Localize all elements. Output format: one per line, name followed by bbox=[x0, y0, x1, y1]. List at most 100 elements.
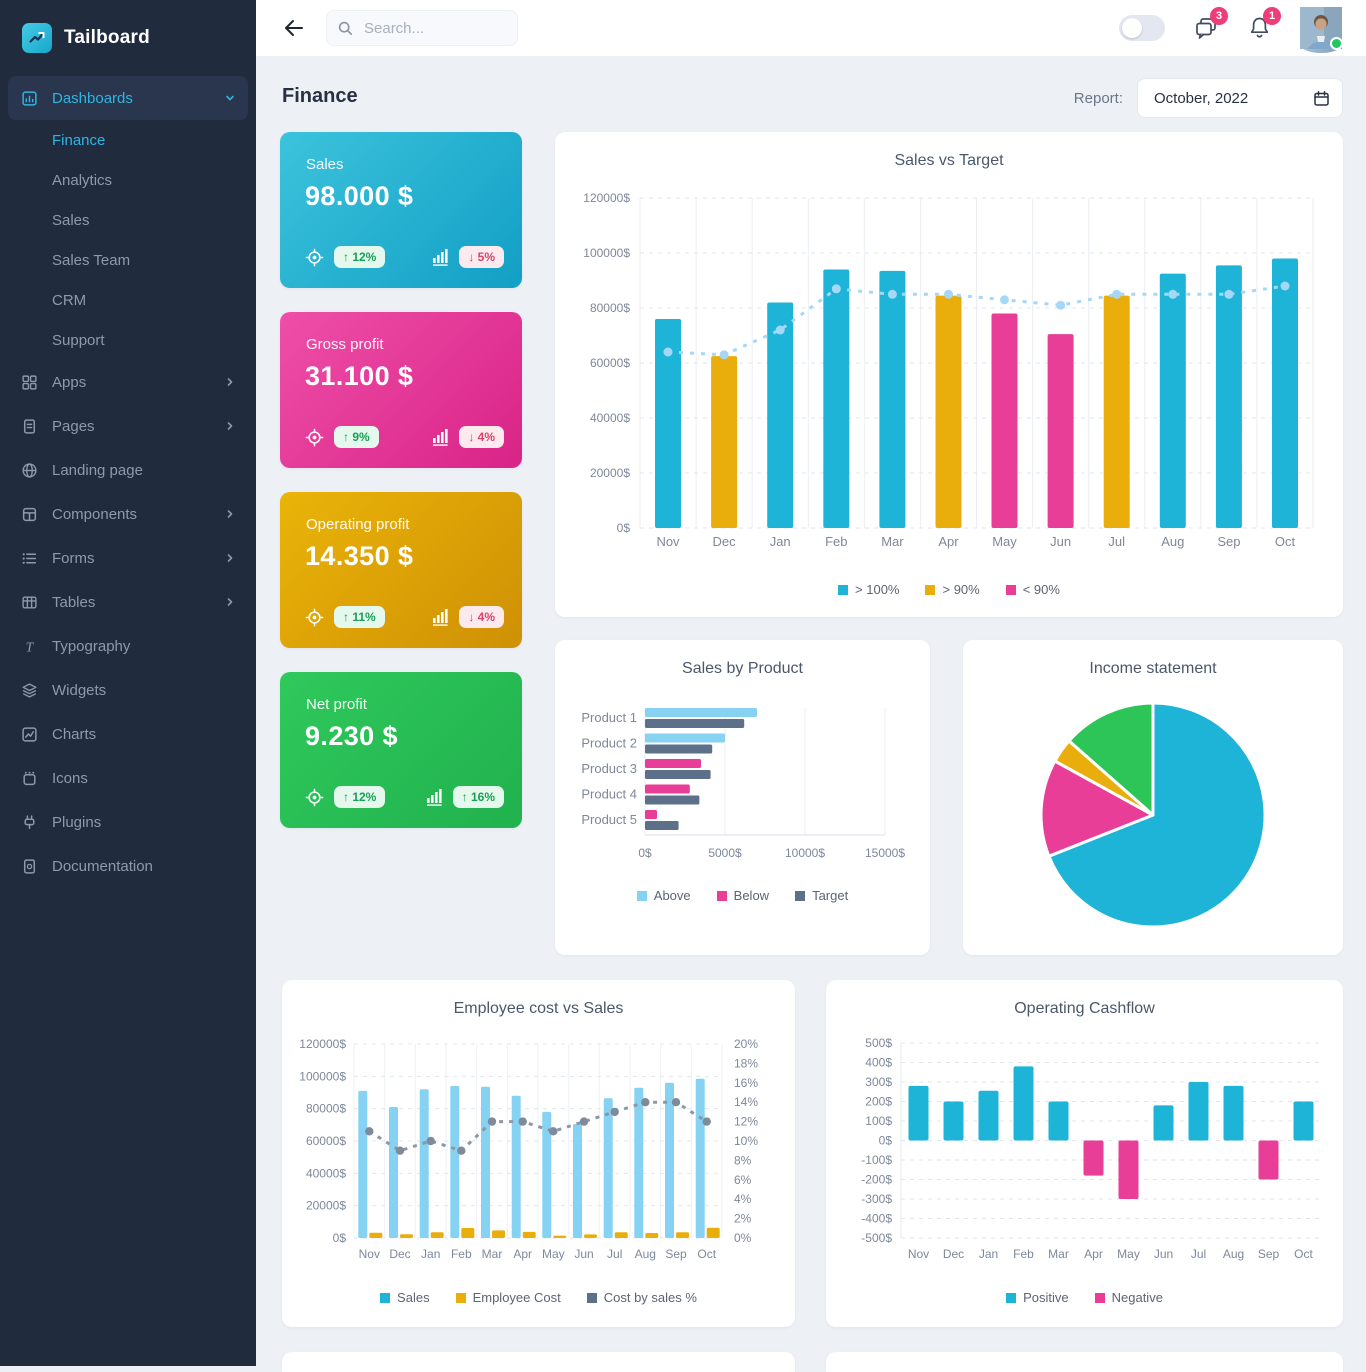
kpi-metric-group: ↑ 11% bbox=[304, 606, 385, 628]
sidebar-item-charts[interactable]: Charts bbox=[8, 712, 248, 756]
sidebar-item-typography[interactable]: T Typography bbox=[8, 624, 248, 668]
income-statement-card: Income statement bbox=[963, 640, 1343, 955]
sidebar-item-components[interactable]: Components bbox=[8, 492, 248, 536]
brand-logo-icon bbox=[22, 23, 52, 53]
svg-text:8%: 8% bbox=[734, 1153, 752, 1167]
toggle-knob bbox=[1122, 18, 1142, 38]
theme-toggle[interactable] bbox=[1119, 15, 1165, 41]
svg-text:-100$: -100$ bbox=[861, 1153, 892, 1167]
icons-icon bbox=[20, 769, 38, 787]
online-status-dot bbox=[1330, 37, 1343, 50]
user-avatar[interactable] bbox=[1300, 7, 1343, 53]
sidebar-item-analytics[interactable]: Analytics bbox=[8, 160, 248, 200]
legend-item-employee-cost[interactable]: Employee Cost bbox=[455, 1290, 561, 1305]
chevron-right-icon bbox=[224, 420, 236, 432]
kpi-card-sales: Sales 98.000 $ ↑ 12% ↓ 5% bbox=[280, 132, 522, 288]
sidebar-item-label: CRM bbox=[52, 291, 87, 309]
employee-cost-vs-sales-chart[interactable]: 0$ 20000$ 40000$ 60000$ 80000$ 100000$ 120000$… bbox=[282, 1020, 795, 1270]
legend-item-below[interactable]: Below bbox=[716, 888, 769, 903]
svg-text:-200$: -200$ bbox=[861, 1173, 892, 1187]
sidebar-item-label: Sales bbox=[52, 211, 90, 229]
legend-item-positive[interactable]: Positive bbox=[1006, 1290, 1069, 1305]
notifications-button[interactable]: 1 bbox=[1247, 7, 1281, 41]
bar-chart-icon bbox=[430, 427, 450, 447]
search-icon bbox=[337, 20, 354, 37]
sidebar-item-label: Pages bbox=[52, 417, 95, 435]
svg-text:Oct: Oct bbox=[697, 1247, 716, 1261]
chevron-right-icon bbox=[224, 552, 236, 564]
messages-button[interactable]: 3 bbox=[1193, 7, 1228, 41]
svg-text:Apr: Apr bbox=[938, 534, 959, 549]
svg-text:120000$: 120000$ bbox=[299, 1037, 346, 1051]
svg-text:Apr: Apr bbox=[1084, 1247, 1103, 1261]
search-input[interactable] bbox=[362, 18, 507, 38]
svg-text:10%: 10% bbox=[734, 1134, 758, 1148]
sidebar-item-documentation[interactable]: Documentation bbox=[8, 844, 248, 888]
brand-logo[interactable]: Tailboard bbox=[0, 0, 256, 76]
sidebar-item-finance[interactable]: Finance bbox=[8, 120, 248, 160]
kpi-metric-group: ↓ 4% bbox=[430, 606, 504, 628]
svg-text:May: May bbox=[542, 1247, 565, 1261]
sidebar-item-landing-page[interactable]: Landing page bbox=[8, 448, 248, 492]
report-date-input[interactable]: October, 2022 bbox=[1137, 78, 1343, 118]
kpi-card-net-profit: Net profit 9.230 $ ↑ 12% ↑ 16% bbox=[280, 672, 522, 828]
next-card-partial bbox=[282, 1352, 795, 1372]
legend-item-target[interactable]: Target bbox=[795, 888, 848, 903]
svg-text:Jun: Jun bbox=[1050, 534, 1071, 549]
sidebar-item-forms[interactable]: Forms bbox=[8, 536, 248, 580]
legend-item--90-[interactable]: < 90% bbox=[1005, 582, 1060, 597]
sidebar-item-label: Typography bbox=[52, 637, 131, 655]
legend-item-negative[interactable]: Negative bbox=[1094, 1290, 1163, 1305]
sidebar-item-dashboards[interactable]: Dashboards bbox=[8, 76, 248, 120]
legend-item-above[interactable]: Above bbox=[636, 888, 691, 903]
svg-text:May: May bbox=[1117, 1247, 1140, 1261]
widgets-icon bbox=[20, 681, 38, 699]
back-button[interactable] bbox=[282, 16, 306, 40]
svg-text:20%: 20% bbox=[734, 1037, 758, 1051]
sidebar-item-label: Forms bbox=[52, 549, 95, 567]
kpi-metric-group: ↓ 5% bbox=[430, 246, 504, 268]
svg-text:0%: 0% bbox=[734, 1231, 752, 1245]
sidebar-item-sales-team[interactable]: Sales Team bbox=[8, 240, 248, 280]
operating-cashflow-chart[interactable]: -500$ -400$ -300$ -200$ -100$ 0$ 100$ 200$ 300$ 4… bbox=[826, 1020, 1343, 1270]
sales-vs-target-chart[interactable]: 0$ 20000$ 40000$ 60000$ 80000$ 100000$ 120000$… bbox=[555, 172, 1343, 554]
sidebar-submenu: Finance Analytics Sales Sales Team CRM Suppor… bbox=[0, 120, 256, 360]
legend-item-cost-by-sales-[interactable]: Cost by sales % bbox=[586, 1290, 697, 1305]
sidebar-item-support[interactable]: Support bbox=[8, 320, 248, 360]
svg-text:14%: 14% bbox=[734, 1095, 758, 1109]
sidebar-item-icons[interactable]: Icons bbox=[8, 756, 248, 800]
chart-title: Sales by Product bbox=[682, 660, 803, 677]
sidebar-item-plugins[interactable]: Plugins bbox=[8, 800, 248, 844]
kpi-value: 98.000 $ bbox=[305, 181, 414, 211]
svg-text:Dec: Dec bbox=[389, 1247, 410, 1261]
income-statement-chart[interactable] bbox=[963, 680, 1343, 955]
legend-item--90-[interactable]: > 90% bbox=[925, 582, 980, 597]
apps-icon bbox=[20, 373, 38, 391]
svg-text:Nov: Nov bbox=[908, 1247, 929, 1261]
sidebar-item-sales[interactable]: Sales bbox=[8, 200, 248, 240]
legend-swatch bbox=[1094, 1292, 1105, 1303]
sales-by-product-chart[interactable]: 0$ 5000$ 10000$ 15000$ Product 1 Product 2 Pro… bbox=[555, 680, 930, 880]
svg-text:15000$: 15000$ bbox=[865, 846, 905, 860]
sidebar-item-tables[interactable]: Tables bbox=[8, 580, 248, 624]
kpi-value: 14.350 $ bbox=[305, 541, 414, 571]
legend-item-sales[interactable]: Sales bbox=[380, 1290, 430, 1305]
svg-text:10000$: 10000$ bbox=[785, 846, 825, 860]
page-title: Finance bbox=[282, 85, 358, 107]
legend-item--100-[interactable]: > 100% bbox=[838, 582, 899, 597]
legend-swatch bbox=[795, 890, 806, 901]
svg-text:Jul: Jul bbox=[607, 1247, 622, 1261]
charts-icon bbox=[20, 725, 38, 743]
sidebar-item-apps[interactable]: Apps bbox=[8, 360, 248, 404]
topbar-actions: 3 1 bbox=[1119, 7, 1343, 53]
svg-text:120000$: 120000$ bbox=[583, 191, 630, 205]
kpi-metric-group: ↓ 4% bbox=[430, 426, 504, 448]
svg-text:5000$: 5000$ bbox=[708, 846, 742, 860]
sidebar-item-pages[interactable]: Pages bbox=[8, 404, 248, 448]
kpi-badge-up: ↑ 16% bbox=[452, 786, 504, 808]
pages-icon bbox=[20, 417, 38, 435]
sidebar-item-widgets[interactable]: Widgets bbox=[8, 668, 248, 712]
sidebar-item-crm[interactable]: CRM bbox=[8, 280, 248, 320]
svg-text:100$: 100$ bbox=[865, 1114, 892, 1128]
svg-text:Oct: Oct bbox=[1275, 534, 1296, 549]
